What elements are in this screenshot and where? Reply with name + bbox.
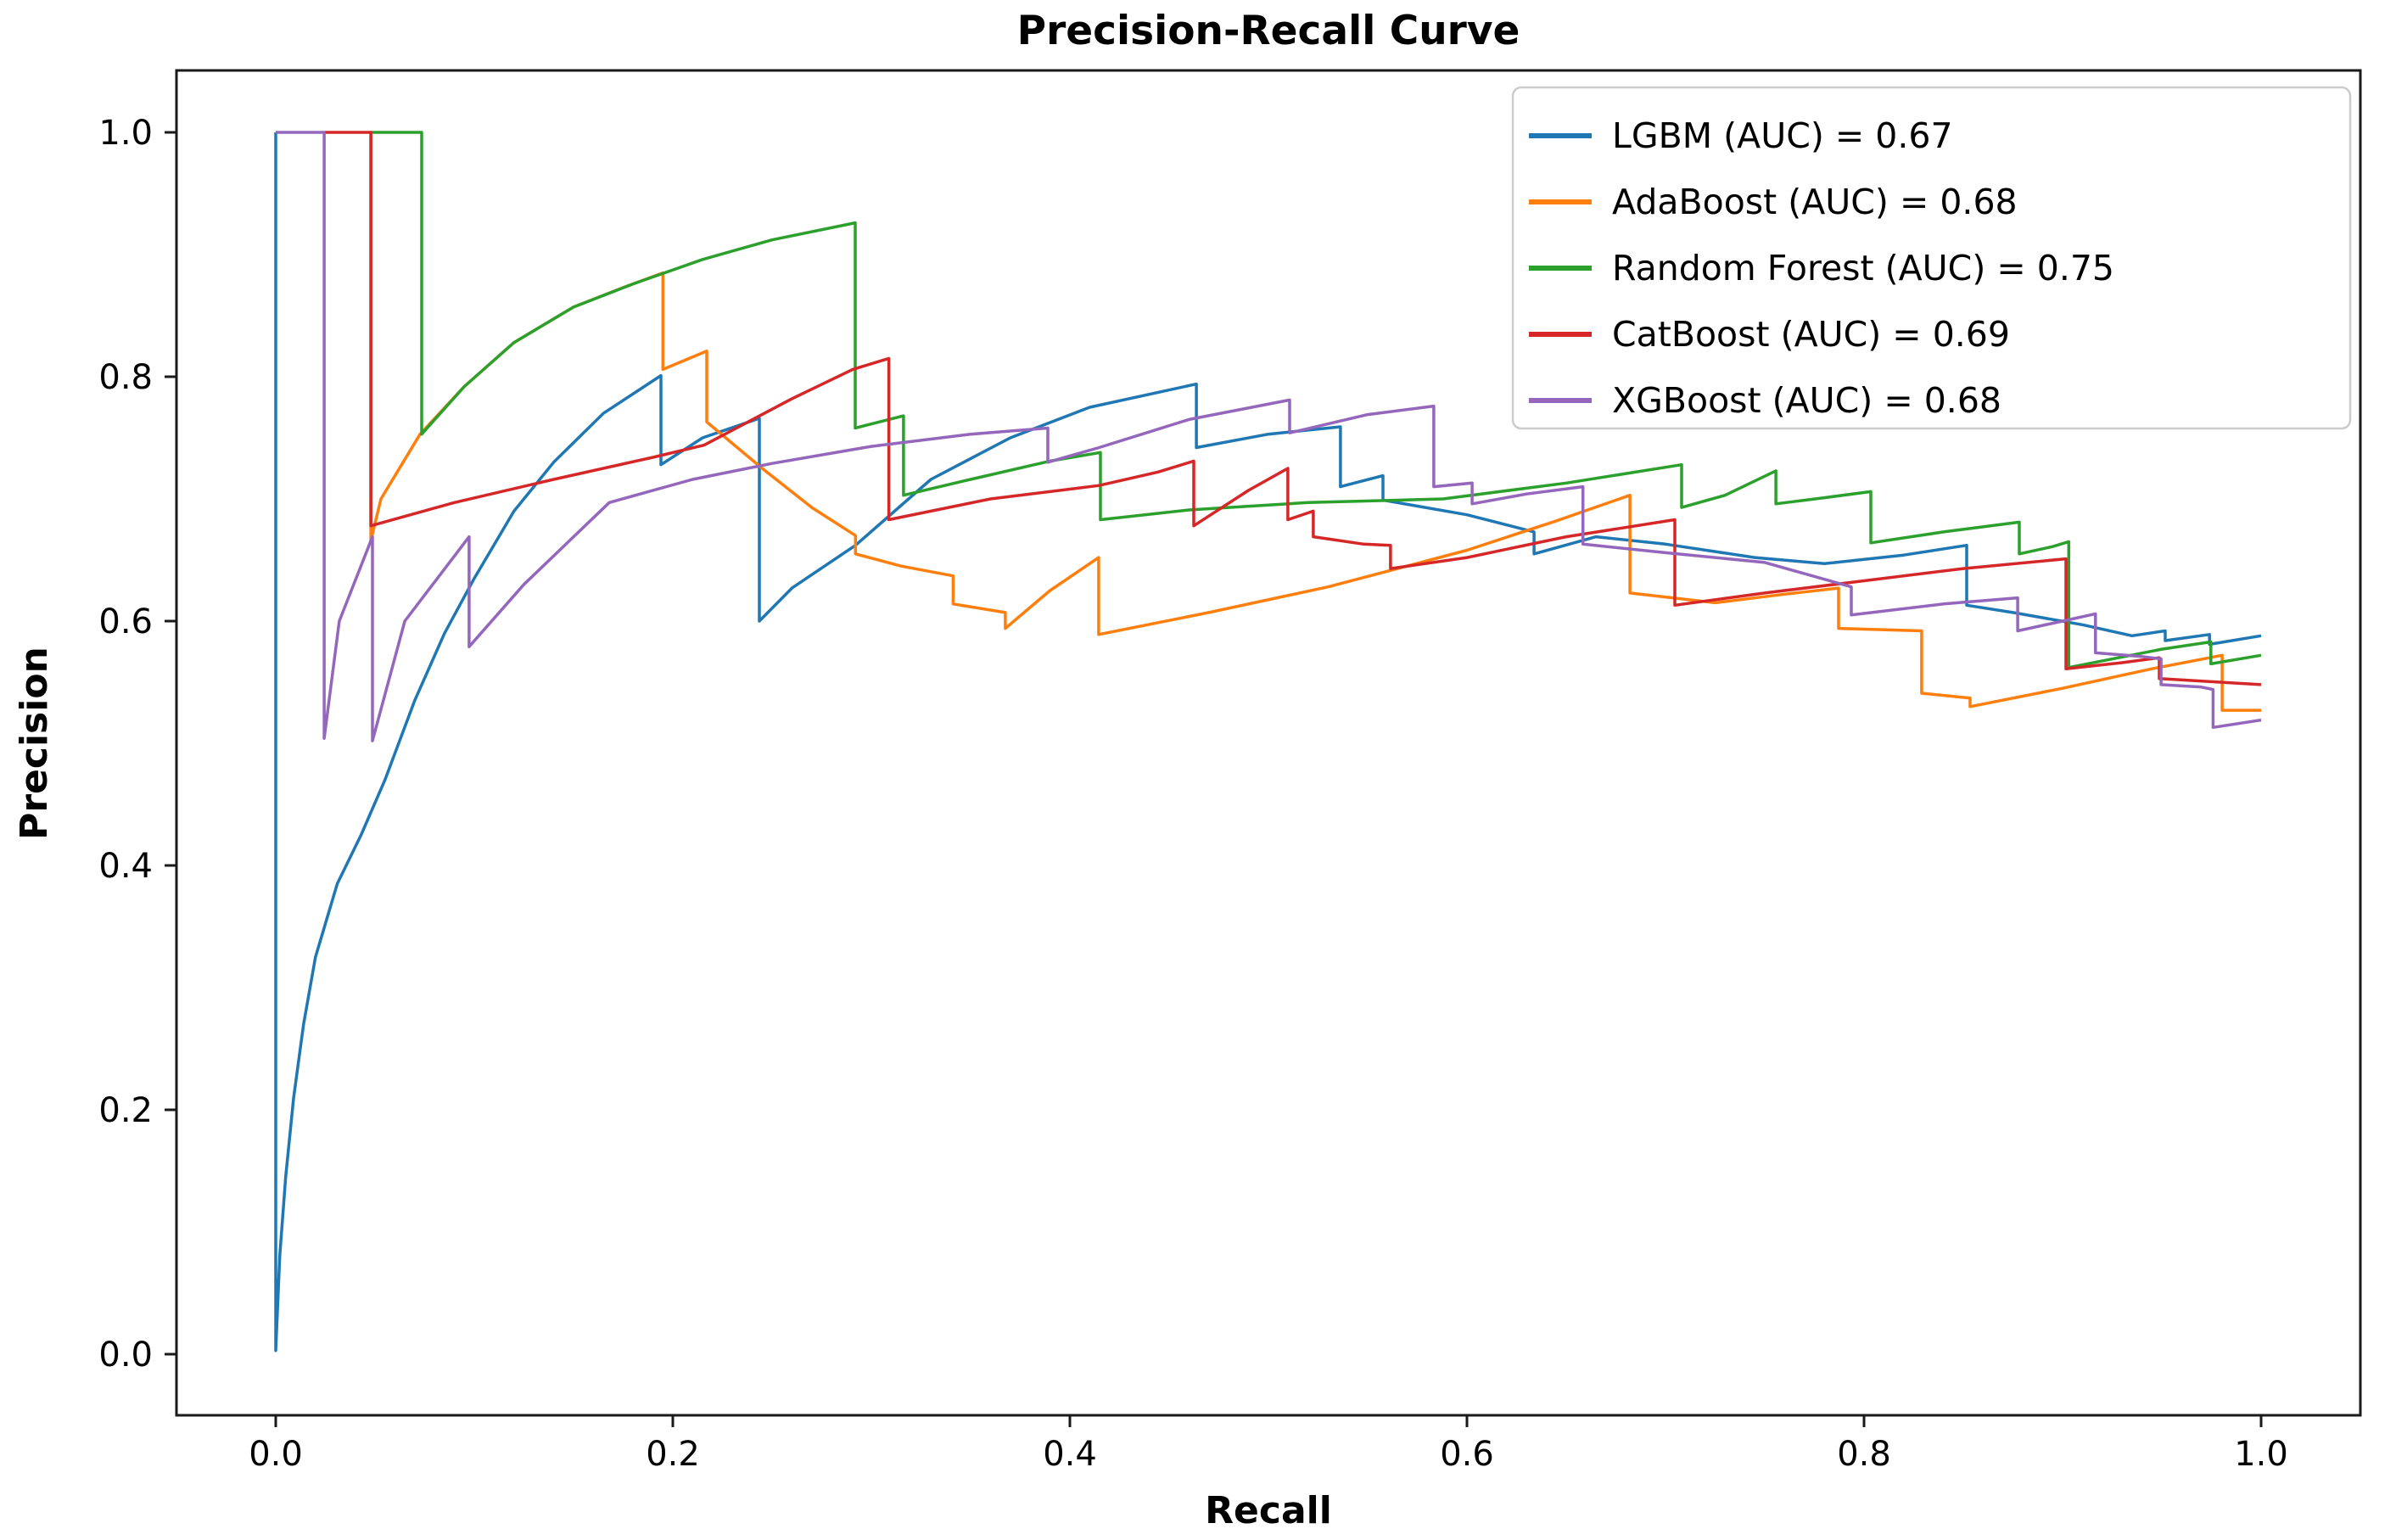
x-tick-label: 0.4: [1043, 1435, 1097, 1474]
plot-frame: [175, 69, 2362, 1417]
legend-label: XGBoost (AUC) = 0.68: [1612, 380, 2001, 421]
y-tick-label: 0.0: [98, 1336, 153, 1375]
legend-label: AdaBoost (AUC) = 0.68: [1612, 182, 2018, 222]
x-tick-label: 0.2: [646, 1435, 700, 1474]
legend-label: LGBM (AUC) = 0.67: [1612, 115, 1953, 156]
y-tick-label: 0.4: [98, 847, 153, 886]
curve-catboost: [324, 131, 2262, 686]
y-axis-label: Precision: [13, 647, 56, 840]
legend-label: Random Forest (AUC) = 0.75: [1612, 248, 2114, 288]
curve-lgbm: [274, 132, 2262, 1352]
x-tick-label: 0.0: [249, 1435, 303, 1474]
x-tick-label: 0.8: [1837, 1435, 1891, 1474]
curve-xgboost: [276, 131, 2262, 742]
curves: [274, 131, 2262, 1352]
legend-box: [1511, 86, 2352, 430]
chart-title: Precision-Recall Curve: [1017, 8, 1520, 54]
curve-random-forest: [371, 131, 2262, 669]
x-axis-label: Recall: [1205, 1489, 1332, 1532]
axis-ticks: 0.0 0.2 0.4 0.6 0.8 1.0 0.0 0.2 0.4 0.6 0.8 1.0: [98, 114, 2287, 1474]
y-tick-label: 1.0: [98, 114, 153, 153]
y-tick-label: 0.8: [98, 358, 153, 397]
x-tick-label: 1.0: [2234, 1435, 2288, 1474]
y-tick-label: 0.6: [98, 602, 153, 641]
legend-label: CatBoost (AUC) = 0.69: [1612, 314, 2010, 355]
legend: LGBM (AUC) = 0.67 AdaBoost (AUC) = 0.68 Ra…: [1511, 86, 2352, 430]
x-tick-label: 0.6: [1440, 1435, 1494, 1474]
y-tick-label: 0.2: [98, 1091, 153, 1130]
